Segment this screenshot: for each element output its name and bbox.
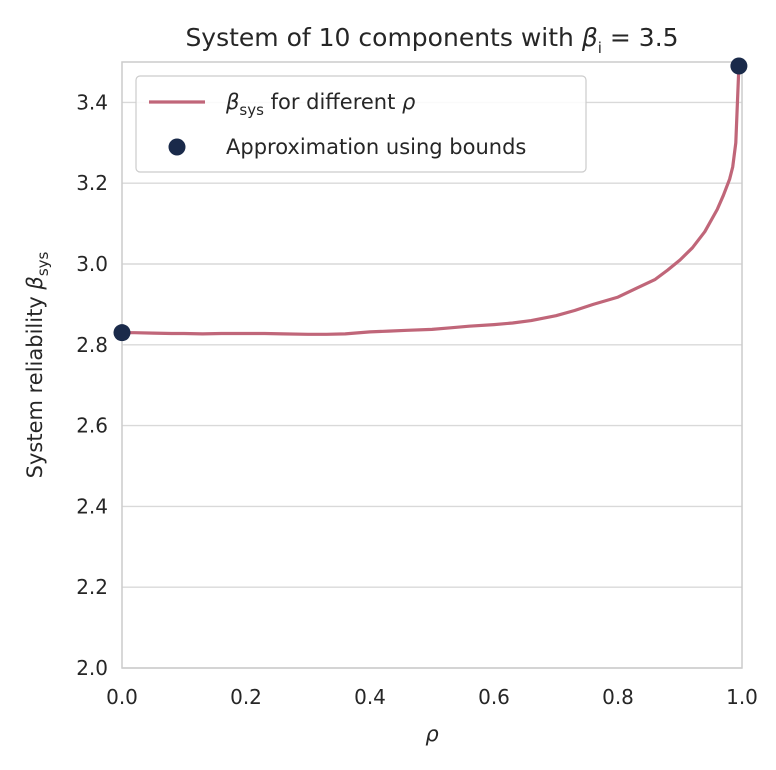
x-tick-label: 0.2 — [230, 685, 262, 709]
y-tick-label: 2.4 — [76, 494, 108, 518]
legend-box — [135, 75, 587, 173]
legend-marker-label: Approximation using bounds — [226, 135, 526, 159]
y-tick-label: 3.4 — [76, 90, 108, 114]
legend-line-label: βsys for different ρ — [225, 90, 416, 119]
y-tick-label: 2.0 — [76, 656, 108, 680]
approximation-point — [113, 324, 131, 342]
y-tick-label: 2.6 — [76, 414, 108, 438]
legend: βsys for different ρ Approximation using… — [135, 75, 587, 173]
y-tick-label: 3.2 — [76, 171, 108, 195]
x-axis-label: ρ — [425, 722, 439, 746]
y-gridlines — [122, 101, 742, 669]
x-tick-labels: 0.0 0.2 0.4 0.6 0.8 1.0 — [106, 685, 758, 709]
y-tick-labels: 2.0 2.2 2.4 2.6 2.8 3.0 3.2 3.4 — [76, 90, 108, 680]
beta-sys-line — [122, 65, 741, 336]
series-layer — [113, 57, 748, 342]
plot-frame — [121, 61, 743, 669]
legend-marker-swatch — [168, 138, 186, 156]
x-tick-label: 0.8 — [602, 685, 634, 709]
y-tick-label: 3.0 — [76, 252, 108, 276]
x-tick-label: 0.6 — [478, 685, 510, 709]
y-axis-label: System reliability βsys — [23, 251, 52, 478]
y-tick-label: 2.8 — [76, 333, 108, 357]
chart-title: System of 10 components with βi = 3.5 — [185, 23, 678, 57]
y-tick-label: 2.2 — [76, 575, 108, 599]
approximation-point — [730, 57, 748, 75]
x-tick-label: 0.4 — [354, 685, 386, 709]
x-tick-label: 1.0 — [726, 685, 758, 709]
x-tick-label: 0.0 — [106, 685, 138, 709]
